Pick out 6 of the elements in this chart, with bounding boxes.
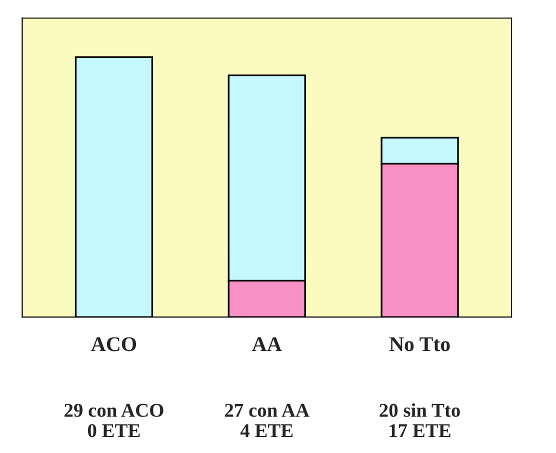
x-tick-label: ACO (91, 337, 136, 352)
x-tick-label: AA (252, 337, 282, 351)
text: 27 con AA 4 ETE (225, 404, 310, 438)
text: 20 sin Tto 17 ETE (380, 403, 460, 438)
text: 29 con ACO 0 ETE (64, 404, 164, 438)
x-tick-label: No Tto (389, 337, 450, 352)
